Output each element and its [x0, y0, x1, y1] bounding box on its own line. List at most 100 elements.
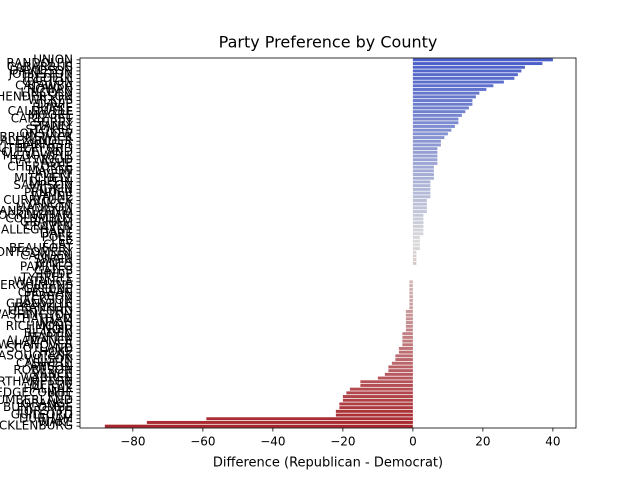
bar [412, 73, 518, 77]
bar [412, 65, 525, 69]
y-tick-label: MCDOWELL [3, 149, 74, 163]
y-tick-label: WILSON [25, 352, 73, 366]
bar [412, 169, 434, 173]
y-tick-label: ANSON [30, 359, 73, 373]
y-tick-label: PITT [48, 389, 74, 403]
bar [412, 102, 473, 106]
bar [412, 180, 431, 184]
bar [412, 224, 424, 228]
y-tick-label: CATAWBA [15, 78, 74, 92]
bar [412, 121, 459, 125]
y-tick-label: BURKE [32, 100, 73, 114]
bar [412, 250, 417, 254]
bar [388, 369, 413, 373]
bar [412, 99, 473, 103]
bar [409, 287, 413, 291]
bar [412, 143, 441, 147]
y-tick-label: AVERY [35, 167, 74, 181]
bar [412, 95, 476, 99]
bar [360, 383, 413, 387]
y-tick-label: GASTON [22, 75, 73, 89]
y-tick-label: BRUNSWICK [0, 130, 74, 144]
bar [412, 176, 434, 180]
y-tick-label: NEW HANOVER [0, 337, 73, 351]
bar [412, 150, 438, 154]
bar [412, 243, 420, 247]
bar [409, 306, 413, 310]
bar [412, 191, 431, 195]
y-tick-label: CHEROKEE [7, 160, 73, 174]
y-tick-label: IREDELL [23, 71, 73, 85]
x-tick-label: −20 [330, 435, 355, 449]
y-tick-label: MADISON [16, 200, 73, 214]
y-tick-label: MARTIN [27, 330, 73, 344]
bar [405, 321, 413, 325]
y-tick-label: MOORE [28, 108, 73, 122]
bar [402, 339, 413, 343]
y-tick-label: UNION [33, 52, 73, 66]
y-tick-label: MITCHELL [14, 171, 73, 185]
bar [412, 258, 417, 262]
bar [412, 210, 427, 214]
y-tick-label: PERQUIMANS [0, 278, 73, 292]
bar [402, 335, 413, 339]
bar [402, 332, 413, 336]
y-tick-label: ALLEGHANY [1, 223, 74, 237]
bar [412, 132, 448, 136]
y-tick-label: DUPLIN [29, 174, 73, 188]
bar [339, 402, 413, 406]
bar [409, 302, 413, 306]
y-tick-label: CABARRUS [7, 60, 73, 74]
bar [342, 398, 413, 402]
bar [412, 117, 459, 121]
y-tick-label: ALAMANCE [6, 334, 73, 348]
y-tick-label: TYRRELL [20, 271, 74, 285]
y-tick-label: SWAIN [33, 252, 73, 266]
y-tick-label: DAVIDSON [10, 63, 74, 77]
y-tick-label: DARE [40, 226, 73, 240]
y-tick-label: BEAUFORT [9, 241, 74, 255]
y-tick-label: CLAY [43, 237, 74, 251]
y-tick-label: ASHE [41, 156, 73, 170]
y-tick-label: GUILFORD [11, 408, 73, 422]
bar [409, 295, 413, 299]
bar [412, 128, 452, 132]
y-tick-label: BLADEN [24, 326, 73, 340]
y-tick-label: FORSYTH [17, 404, 73, 418]
bar [412, 228, 424, 232]
bar [402, 343, 413, 347]
y-tick-label: CLEVELAND [1, 145, 73, 159]
y-tick-label: LINCOLN [20, 86, 73, 100]
y-tick-label: DAVIE [37, 97, 73, 111]
bar [412, 62, 543, 66]
y-tick-label: COLUMBUS [5, 211, 73, 225]
bar [412, 158, 438, 162]
y-tick-label: CARTERET [11, 112, 74, 126]
bar [412, 235, 420, 239]
y-tick-label: ROCKINGHAM [0, 208, 73, 222]
bar [412, 198, 427, 202]
y-tick-label: JONES [35, 256, 73, 270]
bar [412, 206, 427, 210]
bar [335, 409, 413, 413]
y-tick-label: SAMPSON [13, 178, 73, 192]
bar [412, 184, 431, 188]
bar [395, 358, 413, 362]
y-tick-label: JOHNSTON [8, 67, 73, 81]
y-tick-label: RICHMOND [6, 319, 73, 333]
y-tick-label: STANLY [29, 119, 73, 133]
y-tick-label: LEE [51, 234, 73, 248]
y-tick-label: FRANKLIN [14, 300, 73, 314]
bar [104, 424, 413, 428]
bar [349, 387, 413, 391]
y-tick-label: HAYWOOD [9, 152, 73, 166]
y-tick-label: YANCEY [25, 197, 74, 211]
bar [339, 406, 413, 410]
y-tick-label: MONTGOMERY [0, 245, 74, 259]
bar [391, 361, 413, 365]
y-tick-label: PENDER [24, 186, 73, 200]
x-tick-label: 0 [409, 435, 417, 449]
y-tick-label: ALEXANDER [0, 134, 73, 148]
y-tick-label: EDGECOMBE [0, 385, 73, 399]
y-tick-label: SURRY [33, 115, 73, 129]
